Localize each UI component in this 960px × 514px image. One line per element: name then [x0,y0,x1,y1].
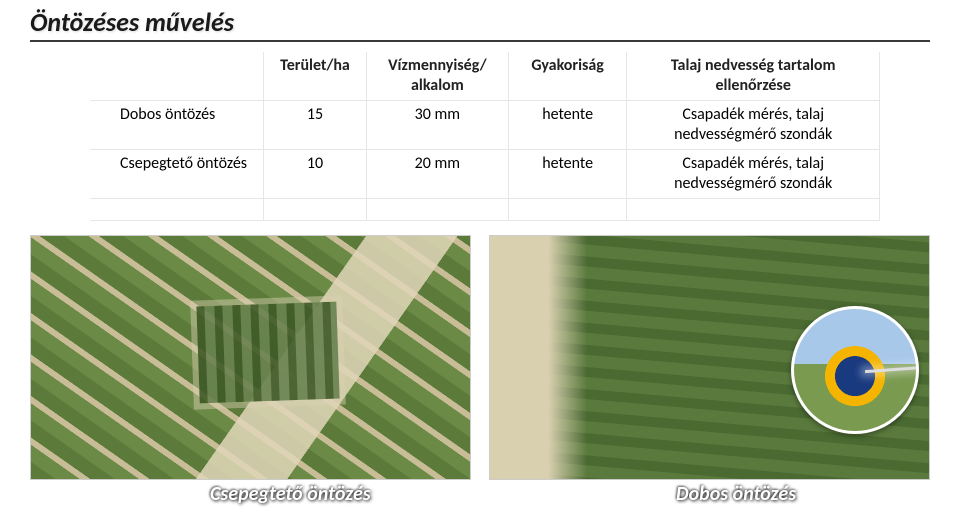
title-underline [30,40,930,42]
col-amount: Vízmennyiség/ alkalom [366,52,508,101]
irrigation-table: Terület/ha Vízmennyiség/ alkalom Gyakori… [90,52,880,221]
row-label: Csepegtető öntözés [90,150,264,199]
photo-drum-irrigation [489,235,930,480]
cell-freq: hetente [508,150,626,199]
caption-right: Dobos öntözés [676,482,796,506]
table-row: Dobos öntözés 15 30 mm hetente Csapadék … [90,101,880,150]
photo-drip-irrigation [30,235,471,480]
cell-check: Csapadék mérés, talaj nedvességmérő szon… [627,101,880,150]
col-blank [90,52,264,101]
table-row: Csepegtető öntözés 10 20 mm hetente Csap… [90,150,880,199]
col-area: Terület/ha [264,52,367,101]
cell-freq: hetente [508,101,626,150]
cell-area: 15 [264,101,367,150]
cell-area: 10 [264,150,367,199]
photo-row [30,235,930,480]
page-title: Öntözéses művelés [30,6,234,38]
photo-inset-reel [791,306,919,434]
col-check: Talaj nedvesség tartalom ellenőrzése [627,52,880,101]
row-label: Dobos öntözés [90,101,264,150]
cell-amount: 20 mm [366,150,508,199]
col-frequency: Gyakoriság [508,52,626,101]
cell-check: Csapadék mérés, talaj nedvességmérő szon… [627,150,880,199]
table-row-empty [90,199,880,221]
caption-left: Csepegtető öntözés [210,482,371,506]
cell-amount: 30 mm [366,101,508,150]
table-header-row: Terület/ha Vízmennyiség/ alkalom Gyakori… [90,52,880,101]
